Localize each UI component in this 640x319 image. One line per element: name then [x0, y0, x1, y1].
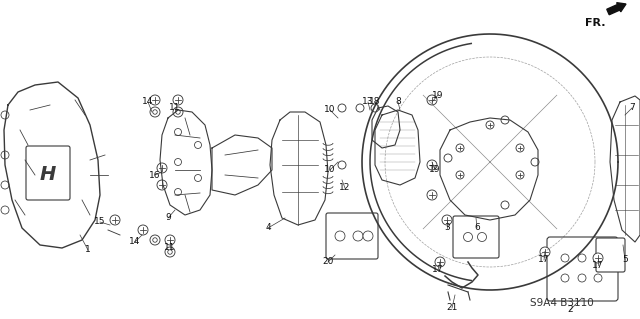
Text: FR.: FR.	[585, 18, 605, 28]
Text: 2: 2	[567, 306, 573, 315]
Circle shape	[1, 111, 9, 119]
Circle shape	[531, 158, 539, 166]
Text: 19: 19	[432, 91, 444, 100]
Circle shape	[165, 247, 175, 257]
Circle shape	[138, 225, 148, 235]
Text: 5: 5	[622, 256, 628, 264]
Text: 10: 10	[324, 106, 336, 115]
Circle shape	[463, 233, 472, 241]
Text: S9A4 B3110: S9A4 B3110	[530, 298, 594, 308]
Text: 8: 8	[395, 98, 401, 107]
Text: 15: 15	[94, 218, 106, 226]
Circle shape	[442, 215, 452, 225]
Text: 19: 19	[429, 166, 441, 174]
Circle shape	[371, 104, 379, 112]
Text: 17: 17	[432, 265, 444, 275]
Text: 1: 1	[85, 246, 91, 255]
Text: 16: 16	[149, 170, 161, 180]
Circle shape	[195, 174, 202, 182]
FancyBboxPatch shape	[596, 238, 625, 272]
FancyBboxPatch shape	[326, 213, 378, 259]
Circle shape	[1, 151, 9, 159]
Circle shape	[173, 95, 183, 105]
Circle shape	[578, 254, 586, 262]
Circle shape	[175, 189, 182, 196]
Circle shape	[335, 231, 345, 241]
Text: 3: 3	[444, 224, 450, 233]
FancyBboxPatch shape	[547, 237, 618, 301]
Circle shape	[363, 231, 373, 241]
Text: 17: 17	[538, 256, 550, 264]
Circle shape	[540, 247, 550, 257]
Circle shape	[157, 163, 167, 173]
Circle shape	[501, 116, 509, 124]
Circle shape	[150, 107, 160, 117]
Circle shape	[338, 104, 346, 112]
Circle shape	[356, 104, 364, 112]
Text: 12: 12	[339, 183, 351, 192]
Circle shape	[175, 159, 182, 166]
Circle shape	[176, 110, 180, 114]
Text: 11: 11	[169, 103, 180, 113]
Circle shape	[516, 171, 524, 179]
Text: 9: 9	[165, 213, 171, 222]
Circle shape	[173, 107, 183, 117]
Text: 20: 20	[323, 257, 333, 266]
Text: 21: 21	[446, 303, 458, 313]
Text: 17: 17	[592, 261, 604, 270]
Circle shape	[594, 254, 602, 262]
Circle shape	[195, 142, 202, 149]
Circle shape	[153, 110, 157, 114]
Text: 7: 7	[629, 103, 635, 113]
Circle shape	[516, 144, 524, 152]
Circle shape	[1, 181, 9, 189]
Circle shape	[110, 215, 120, 225]
Circle shape	[561, 254, 569, 262]
Text: 14: 14	[142, 98, 154, 107]
Circle shape	[593, 253, 603, 263]
Circle shape	[427, 160, 437, 170]
Circle shape	[578, 274, 586, 282]
Circle shape	[153, 238, 157, 242]
FancyBboxPatch shape	[26, 146, 70, 200]
Circle shape	[157, 180, 167, 190]
Text: 6: 6	[474, 224, 480, 233]
FancyArrow shape	[607, 3, 626, 15]
Circle shape	[501, 201, 509, 209]
Circle shape	[561, 274, 569, 282]
Circle shape	[477, 233, 486, 241]
Circle shape	[456, 144, 464, 152]
Circle shape	[594, 274, 602, 282]
Circle shape	[353, 231, 363, 241]
Text: 14: 14	[129, 238, 141, 247]
Circle shape	[435, 257, 445, 267]
Circle shape	[150, 95, 160, 105]
Circle shape	[175, 129, 182, 136]
Text: H: H	[40, 166, 56, 184]
Text: 18: 18	[369, 98, 381, 107]
Text: 11: 11	[164, 243, 176, 253]
Text: 10: 10	[324, 166, 336, 174]
Circle shape	[486, 121, 494, 129]
Circle shape	[427, 95, 437, 105]
Circle shape	[150, 235, 160, 245]
Circle shape	[456, 171, 464, 179]
Circle shape	[444, 154, 452, 162]
Text: 4: 4	[265, 224, 271, 233]
Circle shape	[338, 161, 346, 169]
Text: 13: 13	[362, 98, 374, 107]
Circle shape	[168, 250, 172, 254]
Circle shape	[1, 206, 9, 214]
FancyBboxPatch shape	[453, 216, 499, 258]
Circle shape	[427, 190, 437, 200]
Circle shape	[165, 235, 175, 245]
